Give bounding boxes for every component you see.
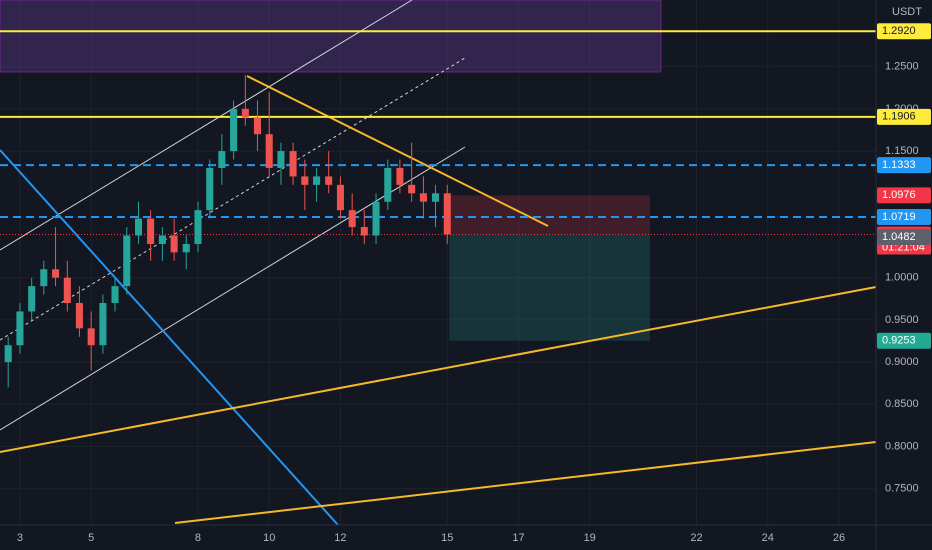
channel-middle: [0, 57, 466, 341]
trend-line: [0, 286, 877, 453]
price-label-bg: [877, 332, 931, 349]
candle-body: [123, 235, 131, 287]
candle-body: [408, 184, 416, 194]
candle-body: [336, 184, 344, 211]
y-tick-label: 0.8000: [885, 440, 919, 452]
candle-body: [360, 227, 368, 236]
levels: [0, 30, 876, 235]
supply-zone: [0, 0, 662, 73]
y-tick-label: 1.2500: [885, 61, 919, 73]
channel-upper: [0, 0, 413, 251]
candle-body: [241, 108, 249, 118]
price-label-bg: [877, 23, 931, 40]
candle-body: [16, 311, 24, 346]
x-tick-label: 24: [762, 532, 774, 544]
candle-body: [158, 235, 166, 244]
candle-body: [87, 328, 95, 346]
candle-body: [4, 345, 12, 363]
candle-body: [99, 303, 107, 346]
price-label-bg: [877, 209, 931, 226]
price-label: 1.0482: [882, 231, 916, 243]
price-label: 1.2920: [882, 25, 916, 37]
candle-body: [384, 167, 392, 202]
candle-body: [313, 176, 321, 185]
candle-body: [170, 235, 178, 253]
x-tick-label: 3: [17, 532, 23, 544]
price-label: 0.9253: [882, 335, 916, 347]
candle-body: [301, 176, 309, 185]
candle-body: [253, 117, 261, 135]
candle-body: [419, 193, 427, 202]
candle-body: [182, 243, 190, 253]
candle-body: [289, 151, 297, 177]
trend-line: [246, 75, 549, 227]
x-tick-label: 8: [195, 532, 201, 544]
y-tick-label: 0.7500: [885, 483, 919, 495]
candle-body: [111, 286, 119, 304]
position-box: [449, 195, 650, 341]
price-label: 1.0976: [882, 189, 916, 201]
price-label-bg: [877, 229, 931, 246]
grid: [0, 0, 876, 525]
x-tick-label: 15: [441, 532, 453, 544]
candle-body: [443, 193, 451, 235]
candle-body: [52, 269, 60, 278]
candle-body: [230, 108, 238, 152]
price-label-bg: [877, 108, 931, 125]
stop-zone: [449, 195, 650, 235]
price-label-bg: [877, 157, 931, 174]
price-label: 1.1333: [882, 159, 916, 171]
x-tick-label: 10: [263, 532, 275, 544]
price-label: 1.0719: [882, 211, 916, 223]
x-tick-label: 22: [690, 532, 702, 544]
candle-body: [431, 193, 440, 202]
x-tick-label: 17: [512, 532, 524, 544]
x-tick-label: 5: [88, 532, 94, 544]
x-tick-label: 12: [334, 532, 346, 544]
candle-body: [206, 167, 214, 211]
candle-body: [218, 151, 226, 168]
price-label-bg: [877, 187, 931, 204]
axes: 1.25001.20001.15001.00000.95000.90000.85…: [17, 23, 931, 544]
y-tick-label: 1.1500: [885, 145, 919, 157]
candle-body: [277, 151, 285, 168]
candle-body: [134, 218, 143, 236]
y-tick-label: 1.0000: [885, 272, 919, 284]
candle-body: [372, 201, 380, 236]
candle-body: [28, 286, 36, 312]
candle-body: [325, 176, 333, 185]
candle-body: [348, 210, 356, 228]
candle-body: [265, 134, 273, 168]
target-zone: [449, 234, 650, 341]
y-tick-label: 0.9500: [885, 314, 919, 326]
currency-label: USDT: [892, 6, 922, 18]
y-tick-label: 0.9000: [885, 356, 919, 368]
candles: [4, 75, 451, 388]
candle-body: [396, 167, 404, 185]
trend-line: [0, 149, 339, 526]
candle-body: [40, 269, 48, 287]
price-label: 1.1906: [882, 111, 916, 123]
y-tick-label: 0.8500: [885, 398, 919, 410]
candle-body: [147, 218, 155, 244]
x-tick-label: 26: [833, 532, 845, 544]
candle-body: [75, 303, 83, 329]
candle-body: [194, 210, 202, 244]
trend-line: [174, 441, 877, 524]
x-tick-label: 19: [584, 532, 596, 544]
candle-body: [63, 277, 71, 304]
drawings: [0, 0, 877, 526]
